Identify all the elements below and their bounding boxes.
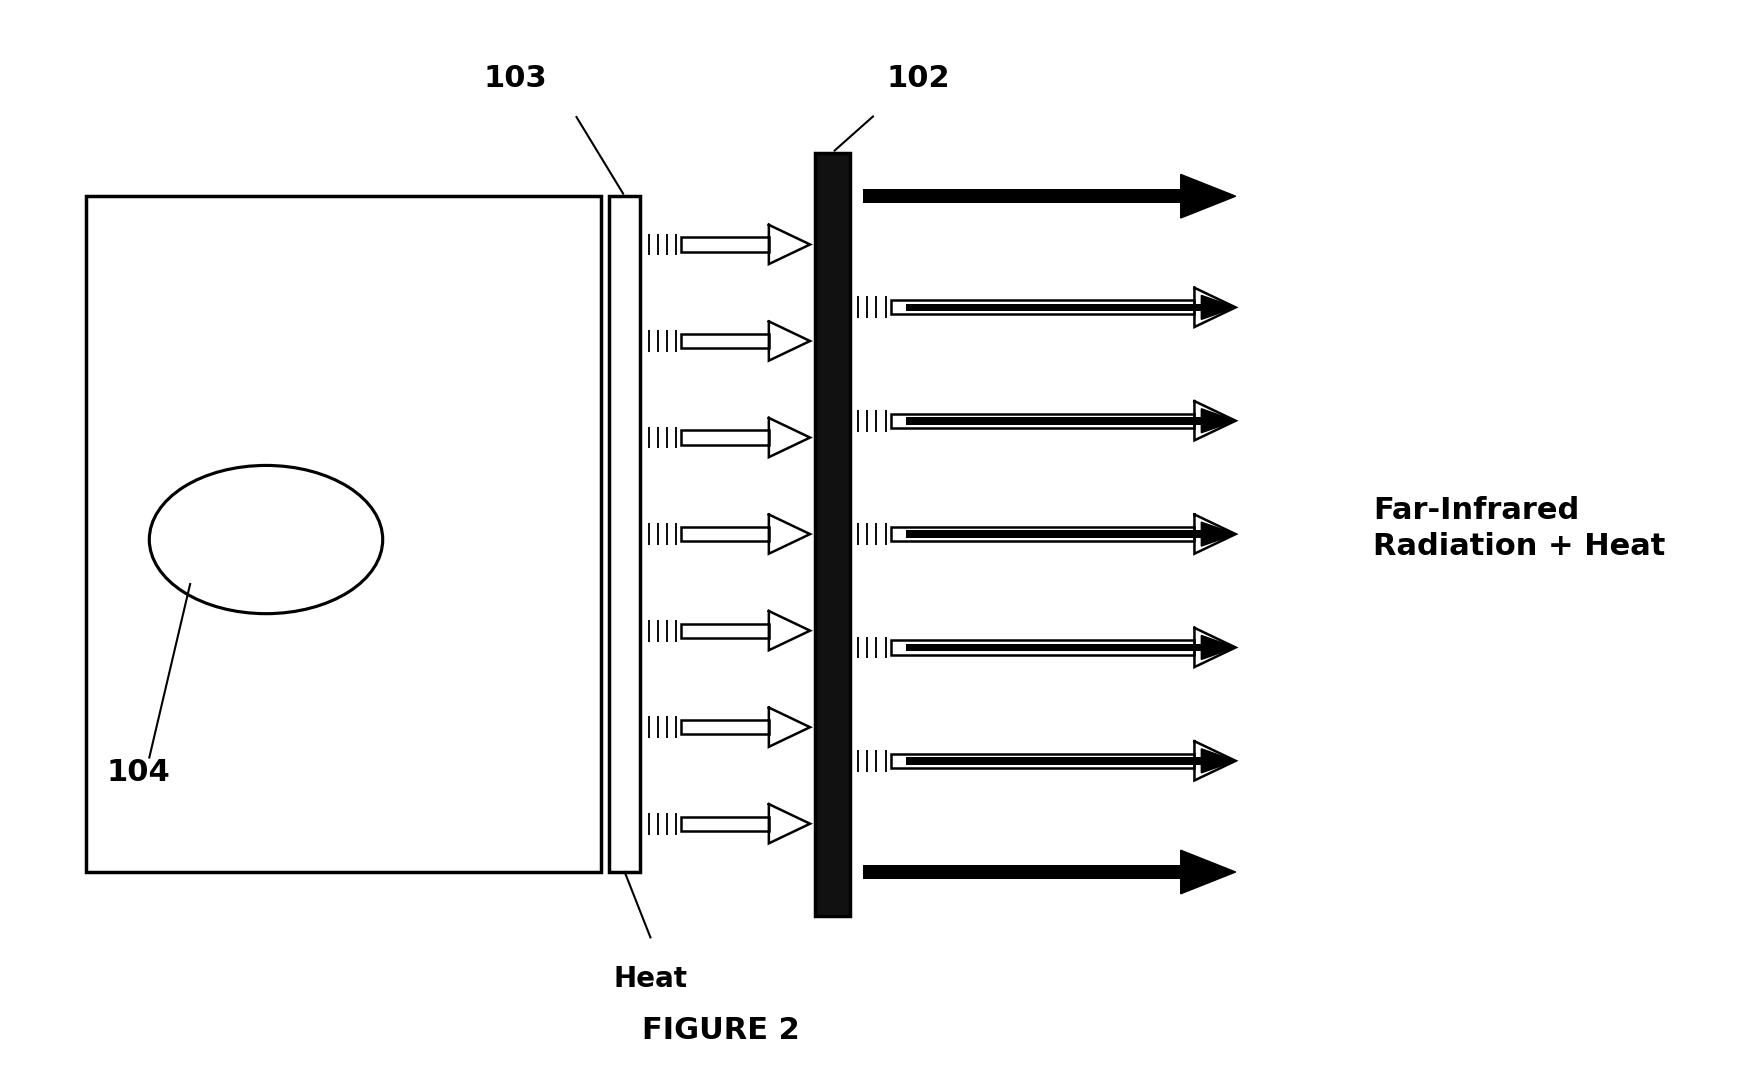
Text: FIGURE 2: FIGURE 2: [642, 1016, 800, 1044]
Bar: [682, 623, 769, 638]
Bar: [906, 304, 1202, 312]
Bar: [682, 238, 769, 252]
Bar: [863, 190, 1181, 204]
Polygon shape: [1202, 409, 1236, 433]
Bar: [906, 643, 1202, 652]
Bar: [890, 301, 1195, 315]
Polygon shape: [1202, 635, 1236, 659]
Bar: [682, 720, 769, 735]
Polygon shape: [1181, 850, 1236, 894]
Bar: [906, 531, 1202, 538]
Bar: [682, 528, 769, 542]
Text: 103: 103: [483, 63, 546, 93]
Text: 102: 102: [887, 63, 949, 93]
Bar: [890, 528, 1195, 542]
Bar: [682, 334, 769, 348]
Text: 104: 104: [106, 758, 170, 787]
Text: Heat: Heat: [614, 965, 687, 993]
Bar: [890, 754, 1195, 768]
Bar: [890, 641, 1195, 654]
Bar: [682, 431, 769, 445]
Bar: [906, 417, 1202, 425]
Bar: [85, 196, 600, 872]
Polygon shape: [1202, 749, 1236, 773]
Polygon shape: [1202, 522, 1236, 546]
Text: Far-Infrared
Radiation + Heat: Far-Infrared Radiation + Heat: [1372, 496, 1666, 561]
Bar: [906, 758, 1202, 765]
Bar: [863, 865, 1181, 879]
Bar: [682, 816, 769, 831]
Polygon shape: [1181, 174, 1236, 218]
Circle shape: [150, 465, 383, 614]
Polygon shape: [1202, 295, 1236, 319]
Bar: [816, 153, 850, 916]
Bar: [890, 414, 1195, 427]
Bar: [609, 196, 640, 872]
